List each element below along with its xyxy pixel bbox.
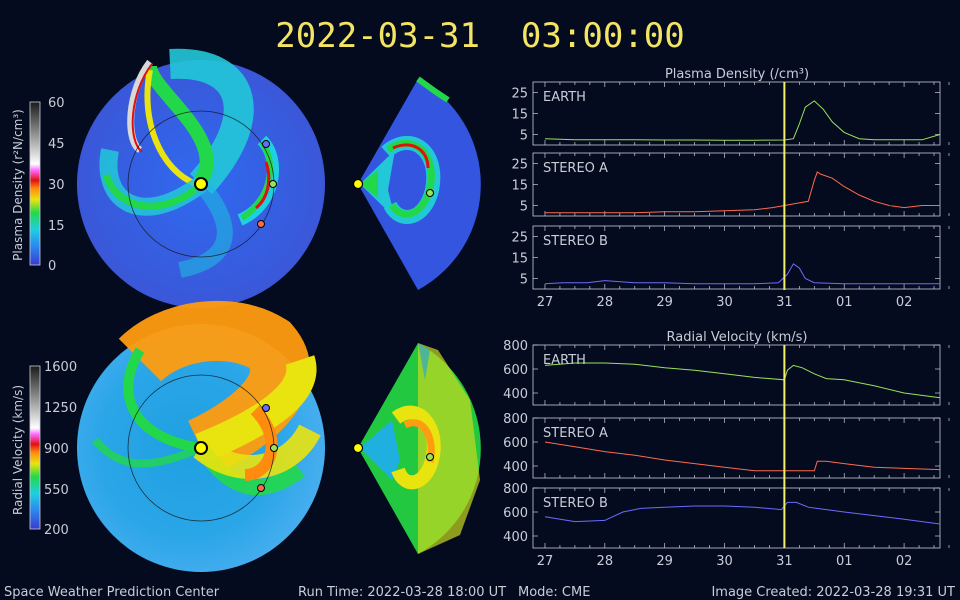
series-line [544,362,941,399]
wedge-sun-marker [352,178,364,190]
wedge-earth-marker [426,189,434,197]
x-tick-label: 30 [716,554,733,569]
y-tick-label: 400 [503,530,528,545]
y-tick-label: 5 [520,273,528,288]
panel-label: EARTH [543,353,586,368]
x-tick-label: 31 [776,554,793,569]
x-tick-label: 29 [656,295,673,310]
footer-created: Image Created: 2022-03-28 19:31 UT [711,585,955,600]
x-tick-label: 31 [776,295,793,310]
panel-label: STEREO B [543,234,608,249]
y-tick-label: 400 [503,387,528,402]
y-tick-label: 400 [503,460,528,475]
y-tick-label: 25 [511,158,528,173]
panel-label: EARTH [543,90,586,105]
x-tick-label: 02 [896,554,913,569]
stereo-a-marker [257,220,265,228]
x-tick-label: 27 [537,554,554,569]
x-tick-label: 01 [836,554,853,569]
velocity-tick-1250: 1250 [44,401,77,416]
y-tick-label: 600 [503,363,528,378]
panel-frame [532,81,941,146]
series-line [545,171,940,214]
velocity-meridional-wedge [352,343,481,554]
panel-frame [532,417,941,479]
y-tick-label: 5 [520,200,528,215]
y-tick-label: 25 [511,87,528,102]
velocity-tick-200: 200 [44,523,69,538]
stereo-b-marker [262,140,270,148]
y-tick-label: 600 [503,436,528,451]
density-tick-30: 30 [48,178,65,193]
footer-run-time: Run Time: 2022-03-28 18:00 UT [298,585,506,600]
footer-mode: Mode: CME [518,585,590,600]
sun-marker-velocity [194,441,208,455]
panel-label: STEREO A [543,426,608,441]
y-tick-label: 800 [503,482,528,497]
density-colorbar-label: Plasma Density (r²N/cm³) [11,109,25,261]
time-series-panels: 5 15 25 EARTH 5 15 25 STEREO A 5 15 25 STEREO B 400 6… [503,81,950,569]
velocity-tick-550: 550 [44,483,69,498]
density-colorbar: Plasma Density (r²N/cm³) 60 45 30 15 0 [11,96,65,274]
y-tick-label: 800 [503,339,528,354]
earth-marker [269,180,277,188]
density-tick-60: 60 [48,96,65,111]
earth-marker-velocity [270,444,278,452]
density-ecliptic-disk [77,48,325,308]
panel-label: STEREO B [543,496,608,511]
velocity-tick-900: 900 [44,442,69,457]
x-tick-label: 27 [537,295,554,310]
stereo-b-marker-velocity [262,404,270,412]
density-tick-45: 45 [48,137,65,152]
series-line [544,263,940,285]
velocity-colorbar: Radial Velocity (km/s) 1600 1250 900 550… [11,360,77,538]
x-tick-label: 29 [656,554,673,569]
y-tick-label: 15 [511,179,528,194]
footer-center: Space Weather Prediction Center [4,585,220,600]
velocity-colorbar-label: Radial Velocity (km/s) [11,385,25,515]
x-tick-label: 30 [716,295,733,310]
velocity-tick-1600: 1600 [44,360,77,375]
x-tick-label: 28 [597,554,614,569]
series-line [544,501,941,525]
series-line [544,441,941,472]
panel-label: STEREO A [543,161,608,176]
series-line [544,100,941,141]
wedge-sun-marker-velocity [352,442,364,454]
y-tick-label: 5 [520,129,528,144]
y-tick-label: 25 [511,231,528,246]
density-tick-15: 15 [48,219,65,234]
density-tick-0: 0 [48,259,56,274]
y-tick-label: 15 [511,252,528,267]
y-tick-label: 15 [511,108,528,123]
y-tick-label: 600 [503,506,528,521]
sun-marker [194,177,208,191]
wedge-earth-marker-velocity [426,453,434,461]
x-tick-label: 02 [896,295,913,310]
velocity-chart-title: Radial Velocity (km/s) [667,330,808,345]
x-tick-label: 28 [597,295,614,310]
density-chart-title: Plasma Density (/cm³) [665,67,809,82]
timestamp-title: 2022-03-31 03:00:00 [275,16,684,56]
panel-frame [532,487,941,549]
velocity-ecliptic-disk [77,300,325,572]
density-meridional-wedge [352,76,481,290]
x-tick-label: 01 [836,295,853,310]
stereo-a-marker-velocity [257,484,265,492]
y-tick-label: 800 [503,412,528,427]
panel-frame [532,344,941,406]
